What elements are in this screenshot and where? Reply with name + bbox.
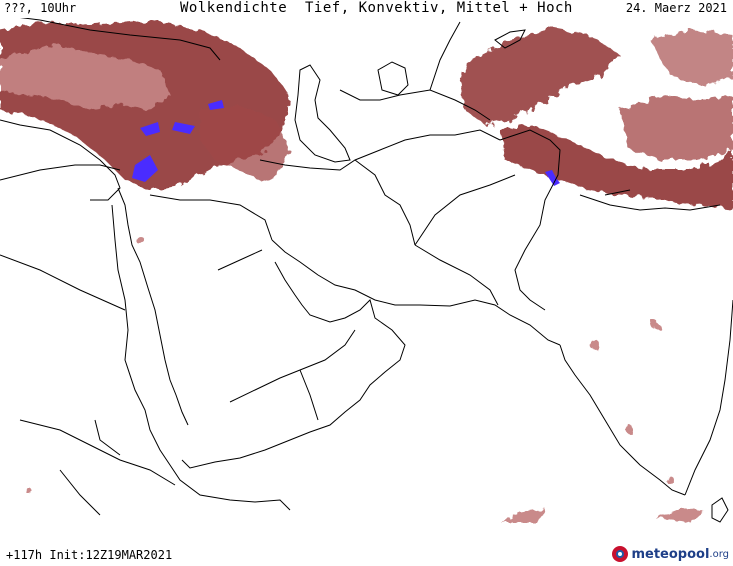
map-svg: [0, 18, 733, 523]
logo-tld: .org: [709, 548, 729, 560]
cloud-areas: [0, 20, 733, 522]
cloud-area-iran: [200, 105, 290, 182]
cloud-area-north-east: [650, 30, 733, 85]
cloud-area-turkey-light: [0, 45, 170, 110]
map-title: Wolkendichte Tief, Konvektiv, Mittel + H…: [180, 0, 573, 16]
cloud-area-central-asia: [460, 28, 620, 125]
coastlines-borders: [0, 18, 733, 523]
cloud-area-himalaya: [500, 125, 733, 210]
forecast-date: 24. Maerz 2021: [625, 1, 727, 15]
convective-areas: [132, 100, 560, 186]
cloud-density-map: [0, 18, 733, 526]
cloud-area-tibet: [620, 95, 733, 160]
run-info: +117h Init:12Z19MAR2021: [6, 548, 173, 562]
logo-name: meteopool: [631, 546, 710, 562]
location-time-label: ???, 10Uhr: [4, 1, 77, 15]
meteopool-logo-icon: [612, 546, 629, 562]
meteopool-logo[interactable]: meteopool .org: [612, 545, 729, 563]
